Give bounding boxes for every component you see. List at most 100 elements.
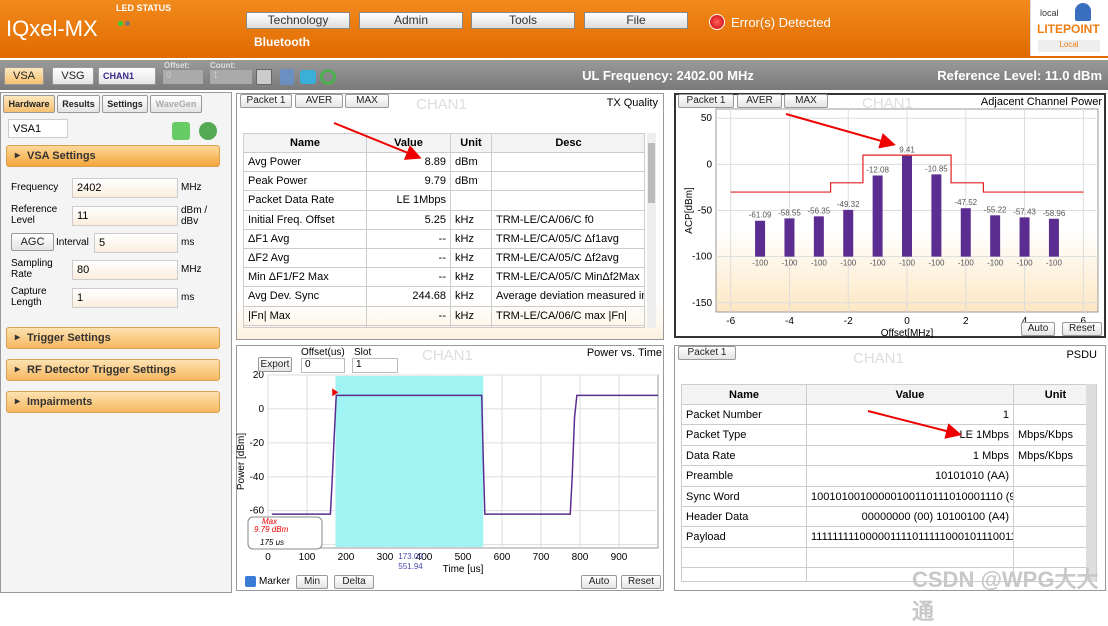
y-tick-label: -20 (250, 438, 265, 449)
bar-label: -61.09 (749, 211, 772, 220)
menu-button[interactable]: Tools (471, 12, 575, 29)
table-cell: Preamble (682, 466, 807, 487)
icon[interactable] (300, 70, 316, 84)
field-label: Frequency (11, 182, 59, 193)
watermark: CSDN @WPG大大通 (912, 567, 1099, 624)
y-tick-label: -50 (698, 206, 713, 217)
field-unit: dBm / dBv (181, 205, 208, 227)
field-input[interactable]: 80 (72, 260, 178, 280)
user: local (1040, 8, 1059, 18)
agc-button[interactable]: AGC (11, 233, 54, 251)
count-input[interactable]: 1 (210, 70, 252, 84)
bar (990, 215, 1001, 257)
gate (335, 376, 484, 547)
column-header: Desc (492, 134, 644, 153)
slot-label: Slot (354, 347, 372, 358)
marker-value: 9.79 dBm (254, 525, 289, 534)
x-tick-label: -2 (844, 316, 853, 327)
tab[interactable]: Packet 1 (240, 94, 292, 108)
field-unit: ms (181, 292, 195, 303)
delta-button[interactable]: Delta (334, 575, 374, 589)
bar (931, 174, 942, 257)
min-button[interactable]: Min (296, 575, 328, 589)
table-cell (682, 568, 807, 581)
reset-button[interactable]: Reset (1062, 322, 1102, 336)
marker-box (247, 516, 323, 550)
channel-select[interactable]: CHAN1 (98, 67, 156, 85)
table-cell: Header Data (682, 507, 807, 528)
mode: Local (1038, 40, 1100, 52)
field-input[interactable]: 1 (72, 288, 178, 308)
bar (1048, 218, 1059, 257)
tab[interactable]: MAX (345, 94, 389, 108)
gate-label: 173.09 (398, 552, 423, 561)
analyzer-select[interactable]: VSA1 (8, 119, 68, 138)
menu-button[interactable]: Admin (359, 12, 463, 29)
y-tick-label: -100 (692, 252, 712, 263)
table-cell (451, 325, 492, 327)
icon[interactable] (199, 122, 217, 140)
auto-button[interactable]: Auto (1021, 322, 1055, 336)
bar (755, 220, 766, 257)
y-tick-label: -40 (250, 472, 265, 483)
tab[interactable]: AVER (295, 94, 343, 108)
y-tick-label: 0 (258, 404, 264, 415)
table-cell (492, 191, 644, 211)
table-cell: 1 (807, 405, 1014, 426)
icon[interactable] (280, 69, 294, 85)
section-header[interactable]: Impairments (6, 391, 220, 413)
tab[interactable]: WaveGen (150, 95, 202, 113)
lower-label: -100 (1046, 259, 1063, 268)
export-button[interactable]: Export (258, 357, 292, 372)
checkbox[interactable] (245, 576, 256, 587)
field-unit: ms (181, 237, 195, 248)
table-cell: |Fn| Max (244, 306, 367, 326)
tab[interactable]: Settings (102, 95, 148, 113)
table-cell: Min ΔF1/F2 Max (244, 268, 367, 288)
led-status: LED STATUS (116, 3, 172, 13)
vsg-button[interactable]: VSG (52, 67, 94, 85)
table-cell: 9.79 (367, 172, 451, 192)
technology: Bluetooth (254, 35, 310, 49)
bar-label: -55.22 (984, 205, 1007, 214)
section-header[interactable]: VSA Settings (6, 145, 220, 167)
tab[interactable]: Hardware (3, 95, 55, 113)
tab[interactable]: Results (57, 95, 100, 113)
slot-input[interactable]: 1 (352, 358, 398, 373)
field-input[interactable]: 5 (94, 233, 178, 253)
reset-button[interactable]: Reset (621, 575, 661, 589)
lower-label: -100 (870, 259, 887, 268)
menu-button[interactable]: Technology (246, 12, 350, 29)
bar-label: -57.43 (1013, 207, 1036, 216)
section-header[interactable]: Trigger Settings (6, 327, 220, 349)
tab[interactable]: AVER (737, 94, 782, 108)
tab[interactable]: MAX (784, 94, 828, 108)
offset-input[interactable]: 0 (163, 70, 203, 84)
y-axis-label: Power [dBm] (236, 433, 247, 490)
table-cell: 00000000 (00) 10100100 (A4) (807, 507, 1014, 528)
auto-button[interactable]: Auto (581, 575, 617, 589)
icon[interactable] (320, 69, 336, 85)
table-cell: -- (367, 268, 451, 288)
menu-button[interactable]: File (584, 12, 688, 29)
table-cell: Avg Dev. Sync (244, 287, 367, 307)
field-input[interactable]: 11 (72, 206, 178, 226)
panel-title: Adjacent Channel Power (980, 96, 1102, 108)
bar-label: -47.52 (954, 198, 977, 207)
offset-label: Offset: (164, 61, 190, 70)
table-cell: Packet Number (682, 405, 807, 426)
offset-input[interactable]: 0 (301, 358, 345, 373)
field-label: Interval (56, 237, 89, 248)
section-header[interactable]: RF Detector Trigger Settings (6, 359, 220, 381)
table-cell: kHz (451, 287, 492, 307)
reference-level: Reference Level: 11.0 dBm (937, 68, 1102, 83)
vsa-button[interactable]: VSA (4, 67, 44, 85)
field-input[interactable]: 2402 (72, 178, 178, 198)
table-cell (807, 547, 1014, 569)
tab[interactable]: Packet 1 (678, 346, 736, 360)
icon[interactable] (172, 122, 190, 140)
scrollbar (1086, 384, 1096, 582)
icon[interactable] (256, 69, 272, 85)
lower-label: -100 (811, 259, 828, 268)
tab[interactable]: Packet 1 (678, 94, 734, 108)
